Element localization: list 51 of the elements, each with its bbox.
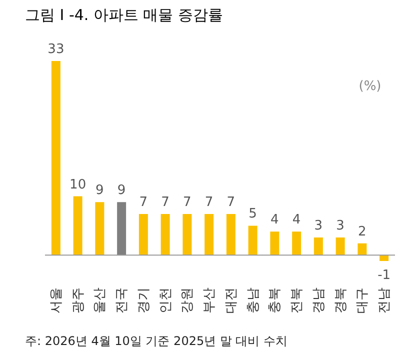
x-tick-label: 경기 <box>136 288 152 314</box>
data-label: 2 <box>358 224 366 240</box>
bar <box>336 237 345 256</box>
y-axis-title: (%) <box>358 79 382 94</box>
data-label: 4 <box>292 212 301 228</box>
data-label: 9 <box>96 183 104 198</box>
bar <box>51 61 60 256</box>
bar <box>182 214 192 256</box>
x-tick-label: 경남 <box>311 288 326 314</box>
data-label: 5 <box>248 206 257 222</box>
bar <box>292 232 302 256</box>
data-label: 10 <box>70 177 86 192</box>
data-label: 7 <box>204 194 214 210</box>
bar <box>226 214 236 256</box>
bar <box>380 255 389 261</box>
data-label: 3 <box>336 218 344 234</box>
bar <box>73 196 82 256</box>
data-label: 9 <box>117 183 126 198</box>
bar <box>248 226 258 256</box>
bar <box>138 214 148 256</box>
data-label: 3 <box>314 218 323 234</box>
x-tick-label: 강원 <box>180 288 196 314</box>
x-tick-label: 충북 <box>268 288 283 314</box>
x-tick-label: 전북 <box>290 288 305 314</box>
bar <box>117 202 126 256</box>
bar <box>95 202 104 256</box>
x-tick-label: 경북 <box>333 288 348 314</box>
x-tick-label: 서울 <box>48 288 64 314</box>
x-tick-label: 충남 <box>246 288 261 314</box>
bar <box>314 237 323 256</box>
chart-title: 그림 I -4. 아파트 매물 증감률 <box>25 6 223 24</box>
data-label: 7 <box>183 194 192 210</box>
data-label: -1 <box>378 268 391 283</box>
x-tick-label: 대전 <box>224 288 239 314</box>
x-tick-label: 부산 <box>202 288 218 314</box>
x-tick-label: 전국 <box>114 288 130 314</box>
x-tick-label: 울산 <box>92 288 108 314</box>
bar <box>270 232 280 256</box>
data-label: 7 <box>161 194 170 210</box>
bar <box>204 214 214 256</box>
x-tick-label: 광주 <box>70 288 86 314</box>
bar <box>160 214 170 256</box>
x-tick-label: 인천 <box>158 288 174 314</box>
data-label: 33 <box>48 42 64 57</box>
x-tick-label: 대구 <box>355 288 370 314</box>
data-label: 7 <box>226 194 236 210</box>
data-label: 4 <box>270 212 279 228</box>
bar <box>358 243 367 256</box>
text: 주: 2026년 4월 10일 기준 2025년 말 대비 수치 <box>25 334 288 348</box>
x-tick-label: 전남 <box>377 288 392 314</box>
data-label: 7 <box>139 194 148 210</box>
